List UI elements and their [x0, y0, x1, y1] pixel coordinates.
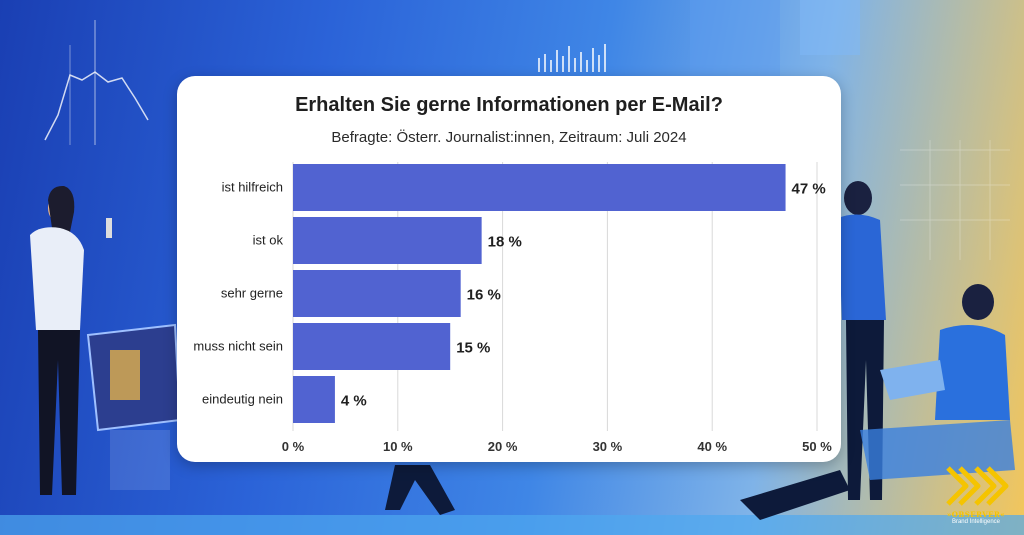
bar-chart: 0 % 10 % 20 % 30 % 40 % 50 % ist hilfreich 47 %… [193, 162, 832, 454]
category-label: sehr gerne [221, 286, 283, 301]
logo-name: »OBSERVER« [946, 510, 1006, 519]
x-tick-label: 40 % [697, 439, 727, 454]
decor-person-sitting [740, 284, 1015, 520]
decor-grid-right [900, 140, 1010, 260]
chart-subtitle: Befragte: Österr. Journalist:innen, Zeit… [331, 129, 687, 146]
category-label: muss nicht sein [193, 339, 283, 354]
decor-line-chart-left [44, 71, 149, 141]
category-label: ist ok [253, 233, 284, 248]
decor-bars-top [538, 44, 606, 72]
chart-title: Erhalten Sie gerne Informationen per E-M… [295, 94, 723, 116]
data-label: 15 % [456, 340, 490, 357]
logo-chevron-icon [946, 466, 1009, 506]
category-label: eindeutig nein [202, 392, 283, 407]
x-tick-label: 20 % [488, 439, 518, 454]
decor-legs-center [385, 465, 455, 515]
decor-person-left [30, 185, 112, 495]
data-label: 16 % [467, 287, 501, 304]
data-label: 4 % [341, 393, 367, 410]
decor-person-standing [838, 181, 886, 500]
bar [293, 217, 482, 264]
data-label: 18 % [488, 234, 522, 251]
decor-floor [0, 515, 1024, 535]
x-tick-label: 0 % [282, 439, 305, 454]
decor-panel [800, 0, 860, 55]
observer-logo: »OBSERVER« Brand Intelligence [936, 462, 1016, 528]
x-tick-label: 50 % [802, 439, 832, 454]
chart-card: Erhalten Sie gerne Informationen per E-M… [177, 76, 841, 462]
decor-monitor-left [86, 323, 182, 490]
decor-panel [690, 0, 780, 80]
x-tick-label: 10 % [383, 439, 413, 454]
x-tick-label: 30 % [593, 439, 623, 454]
bar [293, 164, 786, 211]
data-label: 47 % [792, 181, 826, 198]
category-label: ist hilfreich [222, 180, 283, 195]
bar [293, 376, 335, 423]
bar [293, 323, 451, 370]
bar [293, 270, 461, 317]
logo-tagline: Brand Intelligence [951, 519, 1001, 525]
